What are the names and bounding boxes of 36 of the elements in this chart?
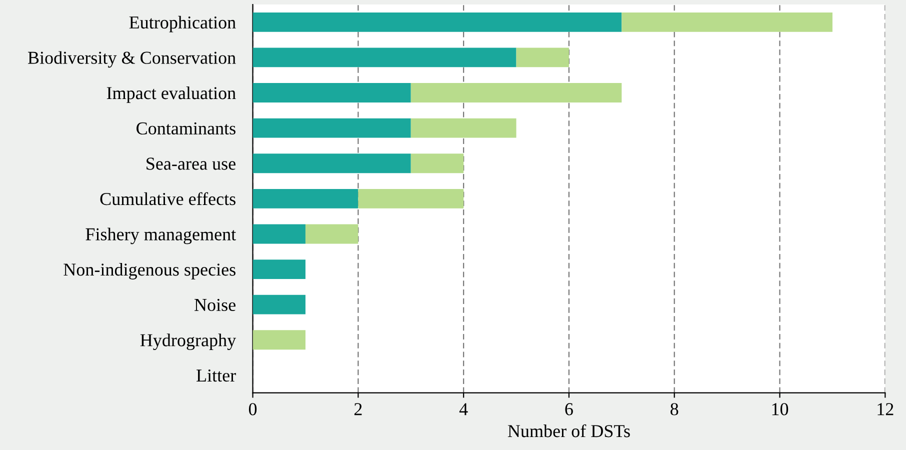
x-tick-label: 8 [670, 403, 678, 416]
bar [305, 224, 358, 244]
y-tick-label: Noise [194, 298, 236, 312]
bar [410, 83, 622, 102]
y-tick-label: Fishery management [86, 228, 236, 244]
bar [252, 330, 306, 350]
y-tick-label: Litter [196, 370, 236, 382]
bar [252, 48, 516, 68]
y-tick-label: Eutrophication [129, 16, 236, 32]
bar [516, 48, 569, 68]
x-tick-label: 10 [772, 403, 788, 416]
bar [252, 154, 411, 174]
bar [252, 118, 411, 138]
bar [410, 118, 516, 138]
bar [252, 83, 411, 102]
y-tick-label: Cumulative effects [100, 192, 236, 206]
bar [252, 188, 358, 208]
bar [252, 12, 622, 32]
bar [252, 294, 306, 314]
bar [410, 154, 464, 174]
y-tick-label: Sea-area use [146, 158, 236, 170]
y-tick-label: Contaminants [136, 122, 236, 135]
bar [622, 12, 832, 32]
y-tick-label: Non-indigenous species [64, 263, 236, 280]
x-tick-label: 4 [459, 403, 468, 416]
y-tick-label: Biodiversity & Conservation [28, 51, 236, 68]
y-tick-label: Impact evaluation [106, 86, 236, 103]
bar [252, 260, 306, 279]
x-tick-label: 6 [565, 403, 573, 416]
bar [358, 188, 464, 208]
x-tick-label: 0 [248, 403, 257, 416]
x-tick-label: 2 [354, 403, 362, 416]
x-axis-title: Number of DSTs [508, 424, 630, 438]
x-tick-label: 12 [878, 403, 894, 416]
bar [252, 224, 306, 244]
y-tick-label: Hydrography [140, 334, 236, 350]
